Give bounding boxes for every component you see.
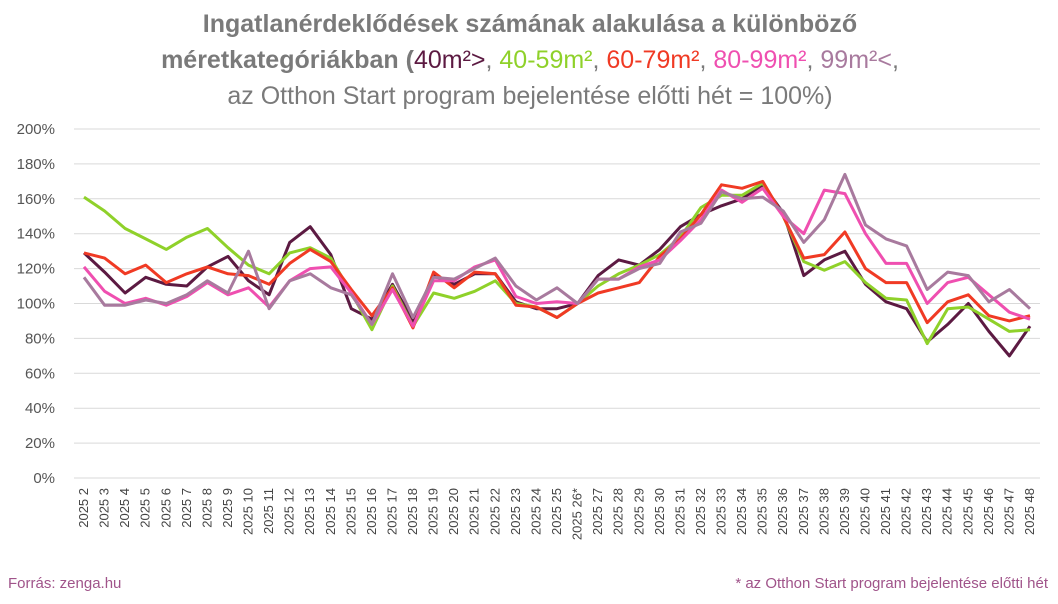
y-tick-label: 40%: [25, 400, 55, 417]
x-tick-label: 2025 5: [138, 488, 153, 528]
title-series-name: 40m²>: [414, 46, 486, 74]
x-tick-label: 2025 19: [426, 488, 441, 535]
x-tick-label: 2025 8: [199, 488, 214, 528]
footnote: * az Otthon Start program bejelentése el…: [735, 575, 1049, 592]
title-prefix: méretkategóriákban (: [161, 46, 415, 74]
x-tick-label: 2025 39: [837, 488, 852, 535]
title-separator: ,: [892, 46, 899, 74]
y-tick-label: 140%: [17, 226, 55, 243]
x-tick-label: 2025 40: [857, 488, 872, 535]
source: Forrás: zenga.hu: [8, 575, 121, 592]
x-tick-label: 2025 3: [97, 488, 112, 528]
x-tick-label: 2025 26*: [570, 488, 585, 540]
x-tick-label: 2025 25: [549, 488, 564, 535]
title-separator: ,: [486, 46, 493, 74]
x-tick-label: 2025 48: [1022, 488, 1037, 535]
series-line: [82, 186, 1031, 328]
series-line: [83, 179, 1031, 330]
x-tick-label: 2025 35: [755, 488, 770, 535]
x-tick-label: 2025 36: [775, 488, 790, 535]
x-tick-label: 2025 2: [76, 488, 91, 528]
x-tick-label: 2025 43: [919, 488, 934, 535]
x-tick-label: 2025 47: [1001, 488, 1016, 535]
title-separator: ,: [807, 46, 814, 74]
x-tick-label: 2025 32: [693, 488, 708, 535]
x-tick-label: 2025 41: [878, 488, 893, 535]
title-series-name: 80-99m²: [713, 46, 806, 74]
x-tick-label: 2025 11: [261, 488, 276, 534]
chart-title-line3: az Otthon Start program bejelentése előt…: [227, 82, 832, 110]
title-series-name: 99m²<: [820, 46, 892, 74]
x-tick-label: 2025 28: [611, 488, 626, 535]
x-tick-label: 2025 14: [323, 488, 338, 535]
x-tick-label: 2025 23: [508, 488, 523, 535]
x-tick-label: 2025 42: [899, 488, 914, 535]
x-tick-label: 2025 16: [364, 488, 379, 535]
x-tick-label: 2025 10: [241, 488, 256, 535]
y-tick-label: 160%: [17, 191, 55, 208]
x-tick-label: 2025 31: [672, 488, 687, 535]
x-tick-label: 2025 44: [940, 488, 955, 535]
title-separator: ,: [593, 46, 600, 74]
x-tick-label: 2025 24: [528, 488, 543, 535]
y-tick-label: 0%: [33, 470, 55, 487]
chart-title-line1: Ingatlanérdeklődések számának alakulása …: [203, 10, 857, 38]
x-tick-label: 2025 21: [467, 488, 482, 535]
x-tick-label: 2025 33: [714, 488, 729, 535]
chart-title-line2: méretkategóriákban (40m²>, 40-59m², 60-7…: [161, 46, 899, 74]
x-tick-label: 2025 15: [343, 488, 358, 535]
title-series-name: 40-59m²: [499, 46, 592, 74]
x-tick-label: 2025 12: [282, 488, 297, 535]
y-tick-label: 200%: [17, 121, 55, 138]
title-series-name: 60-79m²: [606, 46, 699, 74]
x-tick-label: 2025 29: [631, 488, 646, 535]
x-tick-label: 2025 27: [590, 488, 605, 535]
x-tick-label: 2025 9: [220, 488, 235, 528]
x-tick-label: 2025 20: [446, 488, 461, 535]
x-tick-label: 2025 34: [734, 488, 749, 535]
y-tick-label: 20%: [25, 435, 55, 452]
x-tick-label: 2025 6: [158, 488, 173, 528]
x-tick-label: 2025 46: [981, 488, 996, 535]
x-tick-label: 2025 13: [302, 488, 317, 535]
y-tick-label: 180%: [17, 156, 55, 173]
x-tick-label: 2025 4: [117, 488, 132, 528]
x-tick-label: 2025 38: [816, 488, 831, 535]
x-tick-label: 2025 45: [960, 488, 975, 535]
series-line: [82, 183, 1032, 358]
y-tick-label: 60%: [25, 365, 55, 382]
title-separator: ,: [700, 46, 707, 74]
series-line: [82, 172, 1032, 326]
x-tick-label: 2025 22: [487, 488, 502, 535]
x-tick-label: 2025 30: [652, 488, 667, 535]
x-tick-label: 2025 7: [179, 488, 194, 528]
y-tick-label: 120%: [17, 261, 55, 278]
x-tick-label: 2025 17: [384, 488, 399, 535]
y-tick-label: 100%: [17, 296, 55, 313]
x-tick-label: 2025 18: [405, 488, 420, 535]
y-tick-label: 80%: [25, 330, 55, 347]
x-tick-label: 2025 37: [796, 488, 811, 535]
